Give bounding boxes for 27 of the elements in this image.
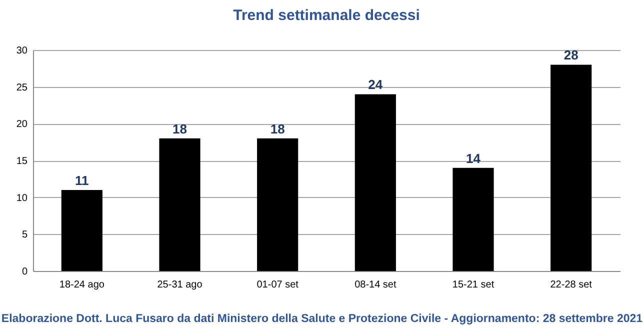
bar [354,94,396,271]
y-tick-label: 25 [16,82,28,94]
bar [61,190,102,271]
x-tick-label: 22-28 set [550,280,592,290]
x-tick-label: 25-31 ago [157,280,203,290]
bar [452,168,494,271]
x-tick-label: 08-14 set [354,280,396,290]
bar [550,64,592,271]
y-tick-label: 30 [16,46,28,56]
x-tick-label: 01-07 set [256,280,299,290]
chart-title: Trend settimanale decessi [233,7,420,24]
data-label: 14 [466,150,482,166]
data-label: 18 [270,121,285,136]
x-tick-label: 18-24 ago [59,280,105,290]
y-tick-label: 10 [16,192,28,204]
x-tick-label: 15-21 set [452,280,494,290]
bar [159,138,200,271]
y-tick-label: 20 [16,119,28,130]
data-label: 11 [75,172,89,188]
data-label: 18 [172,121,187,136]
bar [257,138,298,271]
data-label: 28 [564,48,578,63]
y-tick-label: 15 [16,156,28,167]
y-tick-label: 5 [22,230,28,241]
text: Elaborazione Dott. Luca Fusaro da dati Ministero della Salute e Protezione Civile - Aggiornamento: 28 settembre 2021 [0,313,644,325]
y-tick-label: 0 [22,266,28,278]
data-label: 24 [368,77,384,92]
